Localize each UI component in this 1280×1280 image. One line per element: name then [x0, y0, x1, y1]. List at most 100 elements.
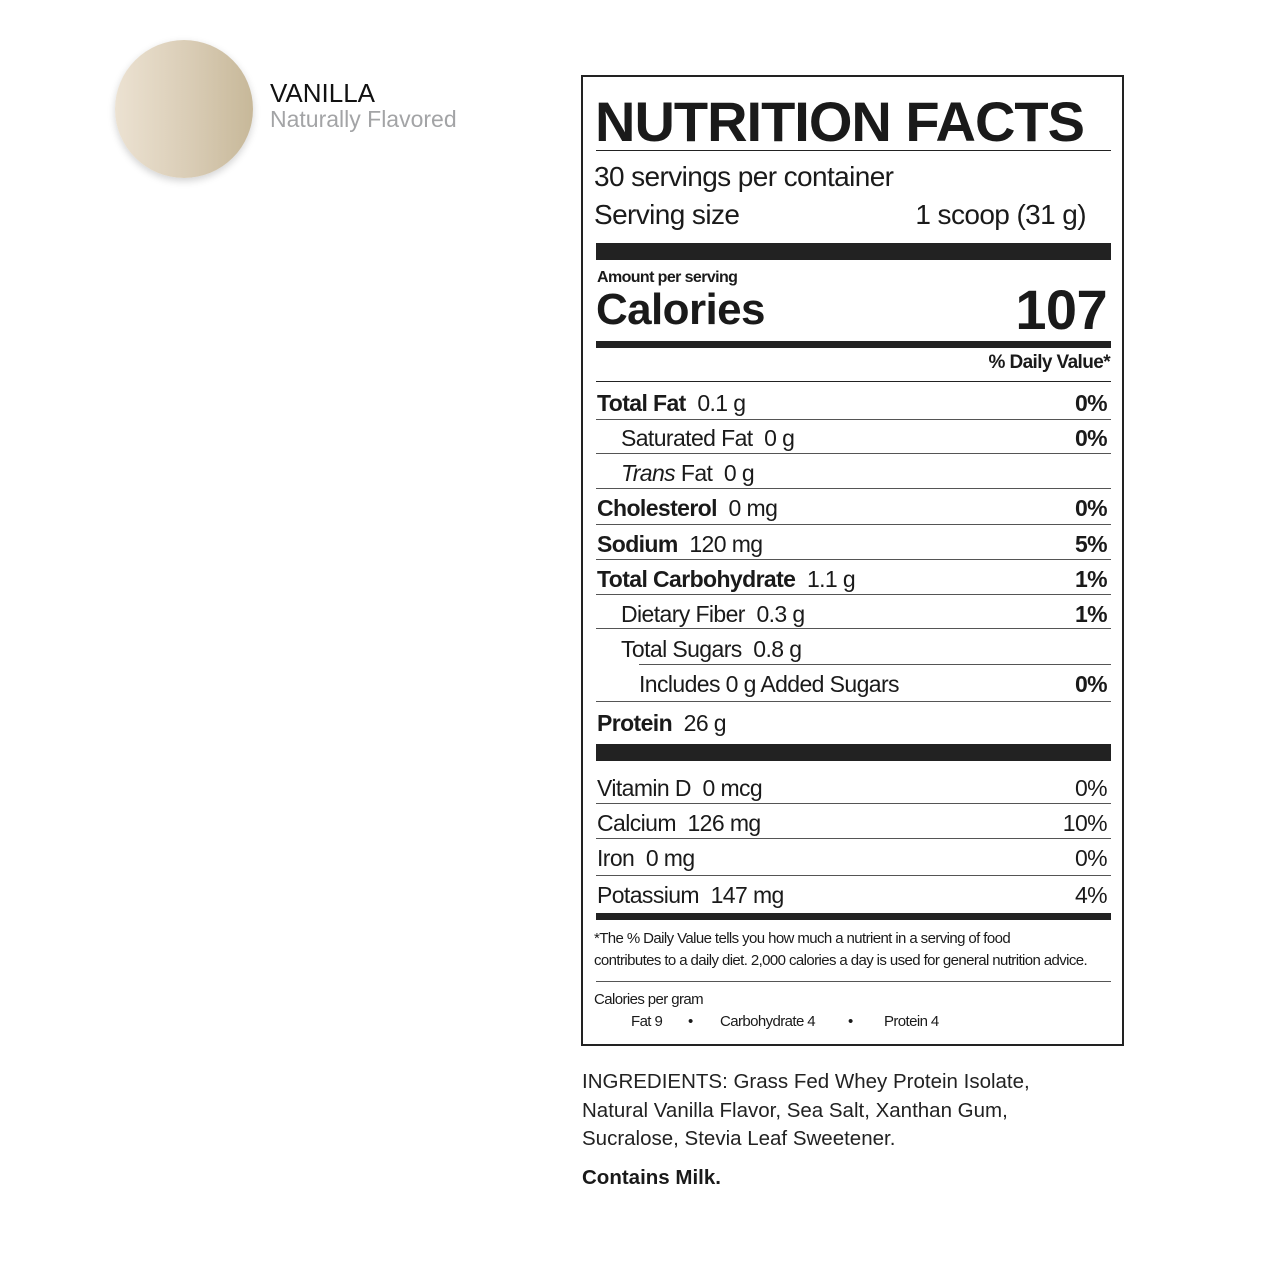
nutrient-name: Protein	[597, 710, 673, 736]
daily-value-header: % Daily Value*	[988, 352, 1110, 373]
flavor-swatch	[115, 40, 253, 178]
nutrient-label: Includes 0 g Added Sugars	[639, 671, 900, 698]
fat-per-gram: Fat 9	[631, 1013, 663, 1030]
nutrient-daily-value: 0%	[1074, 671, 1108, 697]
label-title: NUTRITION FACTS	[595, 90, 1085, 153]
carbohydrate-per-gram: Carbohydrate 4	[720, 1013, 816, 1030]
nutrient-name: Includes 0 g Added Sugars	[639, 671, 900, 697]
nutrient-row: Cholesterol 0 mg 0%	[596, 489, 1111, 525]
vitamin-row: Vitamin D 0 mcg 0%	[596, 769, 1111, 804]
nutrient-name: Cholesterol	[597, 495, 718, 521]
nutrient-name: Saturated Fat	[621, 425, 753, 451]
calories-label: Calories	[596, 285, 765, 334]
divider	[596, 628, 1111, 629]
nutrient-name: Sodium	[597, 531, 678, 557]
divider	[596, 419, 1111, 420]
vitamin-daily-value: 0%	[1074, 845, 1108, 871]
divider	[596, 875, 1111, 876]
vitamin-name: Potassium	[597, 882, 700, 908]
medium-divider	[596, 341, 1111, 348]
flavor-name: VANILLA	[270, 78, 376, 108]
divider	[596, 981, 1111, 982]
vitamin-row: Iron 0 mg 0%	[596, 839, 1111, 876]
nutrient-label: Dietary Fiber 0.3 g	[621, 601, 805, 628]
nutrient-label: Total Fat 0.1 g	[597, 390, 746, 417]
divider	[596, 701, 1111, 702]
calories-value: 107	[1015, 278, 1107, 341]
nutrient-amount: 0.1 g	[697, 390, 746, 416]
nutrient-amount: 0.3 g	[756, 601, 805, 627]
vitamin-label: Vitamin D 0 mcg	[597, 775, 763, 802]
ingredients-line-3: Sucralose, Stevia Leaf Sweetener.	[582, 1127, 896, 1150]
divider	[596, 594, 1111, 595]
vitamin-amount: 0 mg	[645, 845, 695, 871]
divider	[596, 559, 1111, 560]
vitamin-label: Potassium 147 mg	[597, 882, 784, 909]
vitamin-label: Iron 0 mg	[597, 845, 695, 872]
vitamin-row: Calcium 126 mg 10%	[596, 804, 1111, 839]
nutrient-label: Trans Fat 0 g	[621, 460, 755, 487]
calories-per-gram-label: Calories per gram	[594, 991, 704, 1008]
vitamin-daily-value: 4%	[1074, 882, 1108, 908]
vitamin-amount: 126 mg	[687, 810, 761, 836]
ingredients-line-1: INGREDIENTS: Grass Fed Whey Protein Isol…	[582, 1070, 1030, 1093]
vitamin-amount: 0 mcg	[702, 775, 763, 801]
nutrient-row: Total Carbohydrate 1.1 g 1%	[596, 560, 1111, 595]
nutrient-row: Dietary Fiber 0.3 g 1%	[596, 595, 1111, 629]
nutrient-daily-value: 1%	[1074, 566, 1108, 592]
vitamin-daily-value: 10%	[1062, 810, 1108, 836]
vitamin-label: Calcium 126 mg	[597, 810, 761, 837]
serving-size-label: Serving size	[594, 199, 740, 230]
footnote-line-1: *The % Daily Value tells you how much a …	[594, 930, 1011, 947]
protein-per-gram: Protein 4	[884, 1013, 939, 1030]
nutrient-row: Protein 26 g	[596, 704, 1111, 739]
nutrient-amount: 0 g	[723, 460, 755, 486]
divider	[596, 524, 1111, 525]
vitamin-name: Iron	[597, 845, 635, 871]
nutrient-amount: 1.1 g	[806, 566, 856, 592]
nutrient-daily-value: 0%	[1074, 390, 1108, 416]
vitamin-name: Vitamin D	[597, 775, 691, 801]
nutrient-label: Saturated Fat 0 g	[621, 425, 795, 452]
divider	[596, 838, 1111, 839]
footnote-line-2: contributes to a daily diet. 2,000 calor…	[594, 952, 1088, 969]
divider	[596, 488, 1111, 489]
nutrient-row: Total Fat 0.1 g 0%	[596, 384, 1111, 420]
amount-per-serving: Amount per serving	[597, 269, 738, 286]
servings-per-container: 30 servings per container	[594, 161, 894, 192]
vitamin-daily-value: 0%	[1074, 775, 1108, 801]
nutrient-row: Trans Fat 0 g	[596, 454, 1111, 489]
bullet: •	[848, 1013, 854, 1030]
thick-divider	[596, 243, 1111, 260]
nutrient-amount: 0 g	[764, 425, 795, 451]
nutrient-name: Dietary Fiber	[621, 601, 745, 627]
nutrient-label: Sodium 120 mg	[597, 531, 763, 558]
divider	[639, 664, 1111, 665]
ingredients-line-2: Natural Vanilla Flavor, Sea Salt, Xantha…	[582, 1098, 1008, 1122]
flavor-subtitle: Naturally Flavored	[270, 106, 457, 132]
nutrient-amount: 0 mg	[728, 495, 778, 521]
nutrient-label: Total Sugars 0.8 g	[621, 636, 802, 663]
bullet: •	[688, 1013, 694, 1030]
nutrient-daily-value: 0%	[1074, 425, 1108, 451]
nutrient-daily-value: 0%	[1074, 495, 1108, 521]
nutrient-daily-value: 1%	[1074, 601, 1108, 627]
ingredients: INGREDIENTS: Grass Fed Whey Protein Isol…	[582, 1068, 1122, 1154]
divider	[596, 803, 1111, 804]
vitamin-amount: 147 mg	[710, 882, 785, 908]
vitamin-row: Potassium 147 mg 4%	[596, 876, 1111, 911]
divider	[596, 150, 1111, 151]
medium-divider	[596, 913, 1111, 920]
nutrient-label: Total Carbohydrate 1.1 g	[597, 566, 856, 593]
divider	[596, 381, 1111, 382]
nutrient-label: Cholesterol 0 mg	[597, 495, 778, 522]
nutrient-daily-value: 5%	[1074, 531, 1108, 557]
nutrient-name: Total Carbohydrate	[597, 566, 796, 592]
nutrient-amount: 0.8 g	[753, 636, 802, 662]
thick-divider	[596, 744, 1111, 761]
nutrient-row: Saturated Fat 0 g 0%	[596, 419, 1111, 454]
nutrient-name-suffix: Fat	[675, 460, 713, 486]
nutrient-row: Sodium 120 mg 5%	[596, 525, 1111, 560]
nutrition-facts-label: NUTRITION FACTS 30 servings per containe…	[581, 75, 1124, 1046]
nutrient-amount: 120 mg	[689, 531, 763, 557]
